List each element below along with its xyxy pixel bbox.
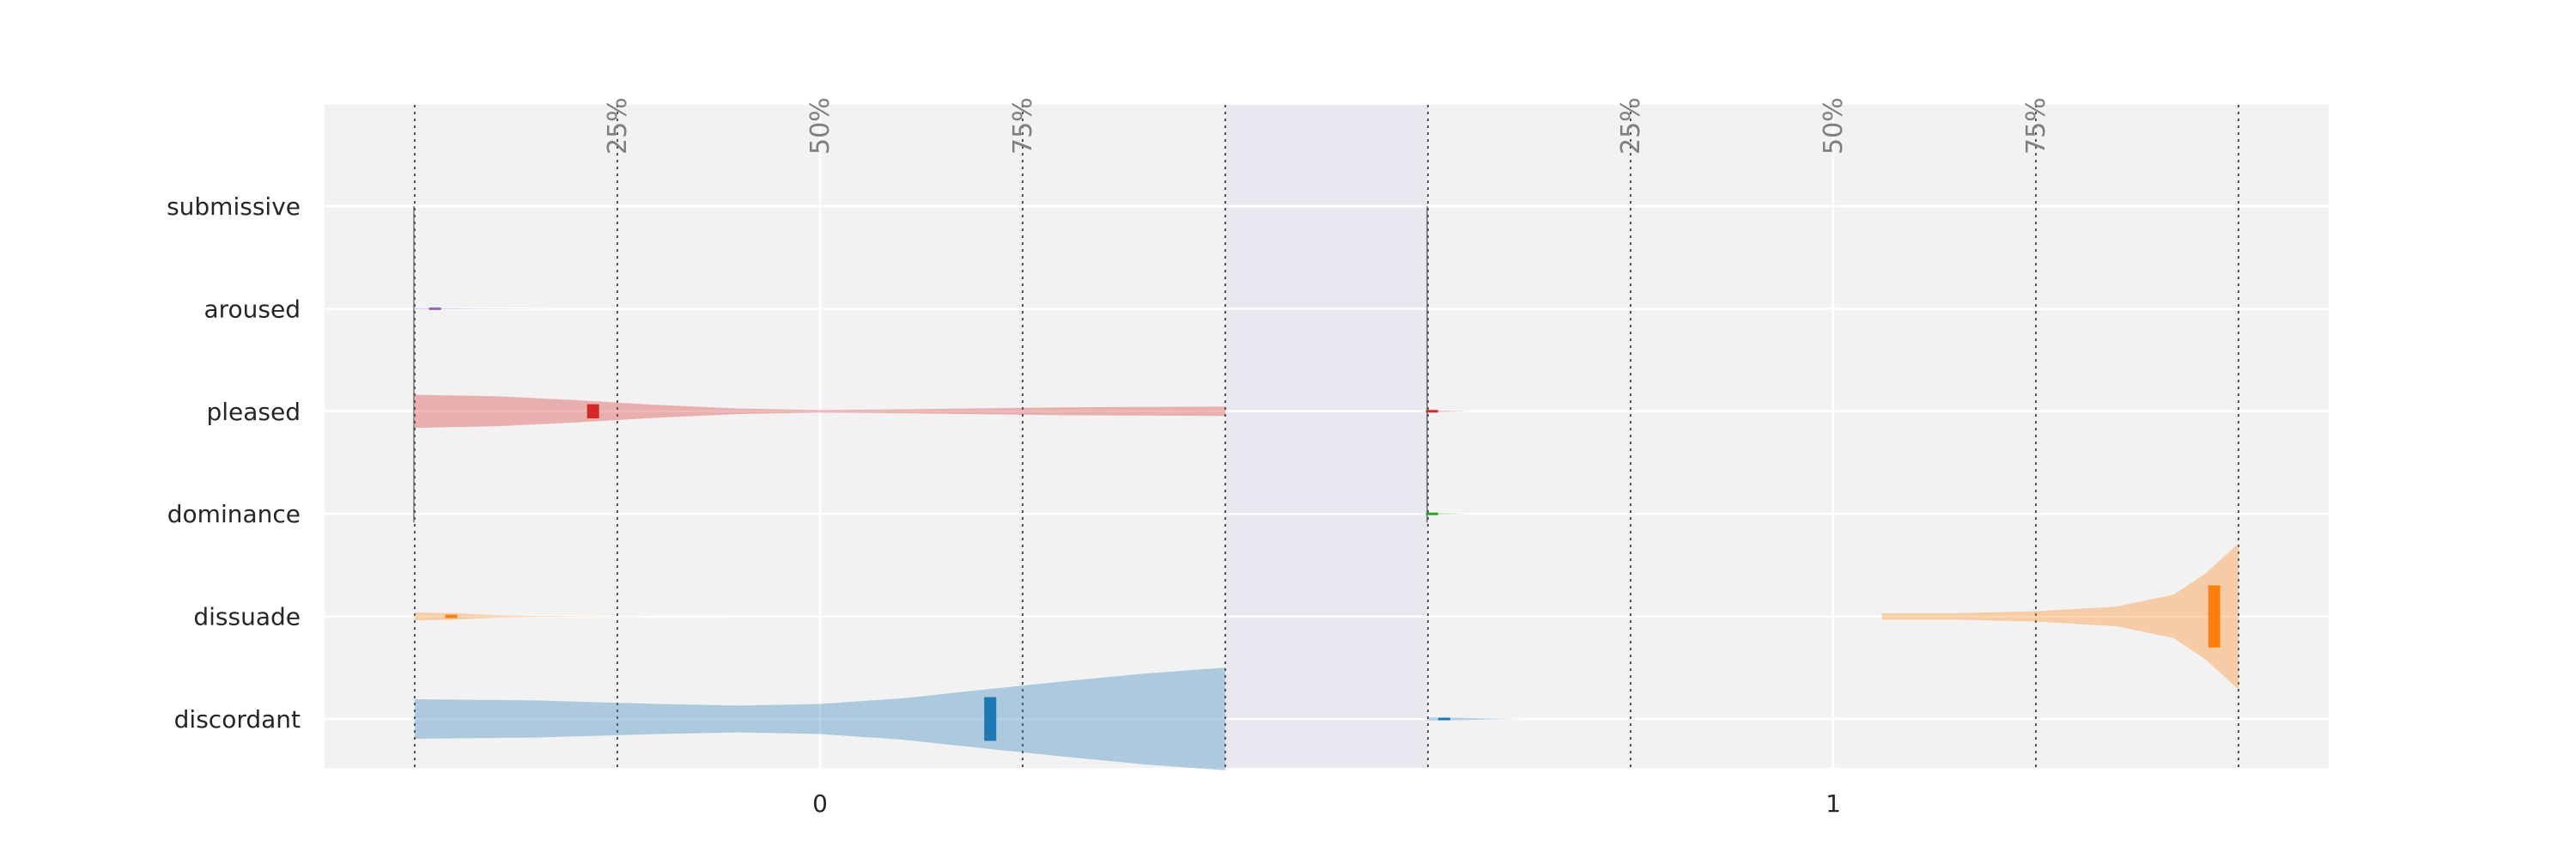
median-marker-dissuade-panel-0 (445, 614, 458, 618)
violin-discordant-panel-0 (415, 667, 1225, 771)
violin-discordant-panel-1 (1428, 717, 1526, 721)
violin-pleased-panel-0 (415, 394, 1225, 429)
panel-1-background (1428, 105, 2329, 768)
violin-aroused-panel-0 (415, 308, 561, 310)
panel-1-percentile-label: 75% (2021, 97, 2051, 155)
y-tick-label-dominance: dominance (167, 500, 301, 528)
percentile-guides: 25% 50% 75% 25% 50% 75% (413, 97, 2239, 768)
median-marker-pleased-panel-0 (586, 404, 599, 419)
panels (325, 105, 2329, 768)
y-tick-labels: submissive aroused pleased dominance dissuad… (167, 192, 301, 734)
violin-dissuade-panel-0 (415, 612, 780, 621)
row-gridlines (325, 105, 2329, 768)
median-marker-aroused-panel-0 (428, 307, 441, 310)
x-tick-label-panel-0: 0 (812, 789, 828, 818)
median-marker-discordant-panel-1 (1437, 717, 1450, 721)
panel-0-background (325, 105, 1225, 768)
panel-0-percentile-label: 75% (1008, 97, 1038, 155)
violin-dominance-panel-1 (1428, 513, 1469, 515)
median-marker-discordant-panel-0 (984, 697, 997, 741)
violin-pleased-panel-1 (1428, 410, 1469, 412)
y-tick-label-pleased: pleased (206, 398, 301, 426)
panel-0-percentile-label: 25% (603, 97, 633, 155)
median-marker-dominance-panel-1 (1425, 512, 1438, 515)
median-marker-dissuade-panel-1 (2208, 585, 2221, 648)
y-tick-label-dissuade: dissuade (193, 603, 301, 631)
violin-dissuade-panel-1 (1881, 543, 2239, 690)
violins (415, 307, 2239, 771)
x-tick-label-panel-1: 1 (1826, 789, 1841, 818)
panel-1-percentile-label: 25% (1616, 97, 1646, 155)
y-tick-label-aroused: aroused (204, 295, 301, 323)
median-marker-pleased-panel-1 (1425, 410, 1438, 413)
y-tick-label-discordant: discordant (174, 705, 301, 734)
panel-1-percentile-label: 50% (1819, 97, 1849, 155)
y-tick-label-submissive: submissive (167, 192, 301, 221)
panel-0-percentile-label: 50% (805, 97, 835, 155)
